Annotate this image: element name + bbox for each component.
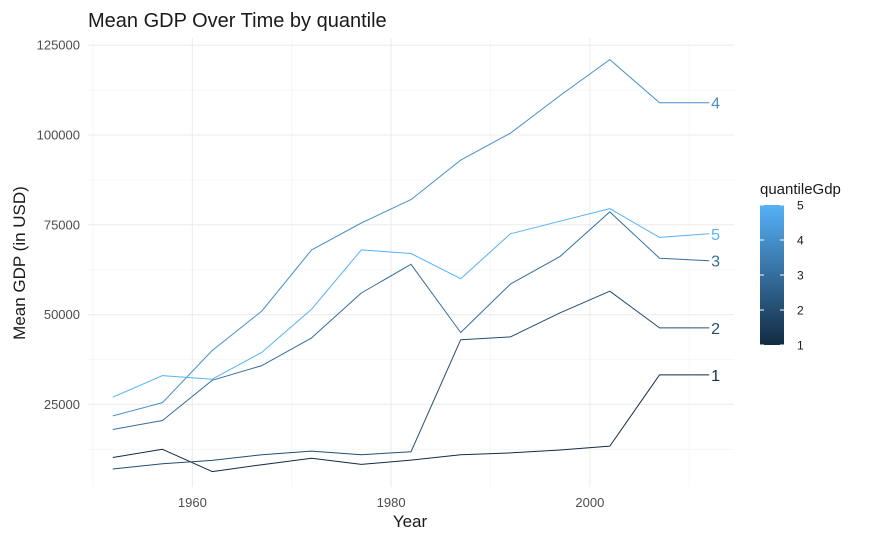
y-axis-title: Mean GDP (in USD) bbox=[10, 186, 29, 340]
x-axis-ticks: 1960 1980 2000 bbox=[178, 495, 604, 510]
y-tick-label: 125000 bbox=[37, 38, 80, 53]
series-line-2 bbox=[112, 290, 710, 470]
legend-tick-label: 4 bbox=[797, 234, 804, 248]
series-end-label-2: 2 bbox=[711, 321, 720, 338]
legend: quantileGdp 1 2 3 4 5 bbox=[760, 181, 841, 353]
series-end-label-3: 3 bbox=[711, 254, 720, 271]
x-axis-title: Year bbox=[393, 512, 428, 531]
legend-tick-label: 1 bbox=[797, 339, 804, 353]
series-line-5 bbox=[112, 208, 710, 398]
y-tick-label: 25000 bbox=[44, 397, 80, 412]
y-tick-label: 75000 bbox=[44, 217, 80, 232]
series-end-label-1: 1 bbox=[711, 368, 720, 385]
series-line-4 bbox=[112, 59, 710, 417]
series-line-3 bbox=[112, 211, 710, 430]
y-axis-ticks: 25000 50000 75000 100000 125000 bbox=[37, 38, 80, 412]
legend-tick-label: 5 bbox=[797, 199, 804, 213]
chart-title: Mean GDP Over Time by quantile bbox=[88, 10, 387, 32]
y-tick-label: 50000 bbox=[44, 307, 80, 322]
y-tick-label: 100000 bbox=[37, 127, 80, 142]
legend-ticks: 1 2 3 4 5 bbox=[760, 199, 804, 353]
legend-title: quantileGdp bbox=[760, 181, 841, 198]
x-tick-label: 1960 bbox=[178, 495, 207, 510]
series-line-1 bbox=[112, 374, 710, 473]
series-end-label-4: 4 bbox=[711, 96, 720, 113]
x-tick-label: 2000 bbox=[575, 495, 604, 510]
series-lines bbox=[112, 59, 710, 473]
series-end-label-5: 5 bbox=[711, 227, 720, 244]
legend-tick-label: 3 bbox=[797, 269, 804, 283]
series-end-labels: 1 2 3 4 5 bbox=[711, 96, 720, 385]
x-tick-label: 1980 bbox=[377, 495, 406, 510]
gridlines bbox=[88, 38, 734, 487]
legend-tick-label: 2 bbox=[797, 304, 804, 318]
